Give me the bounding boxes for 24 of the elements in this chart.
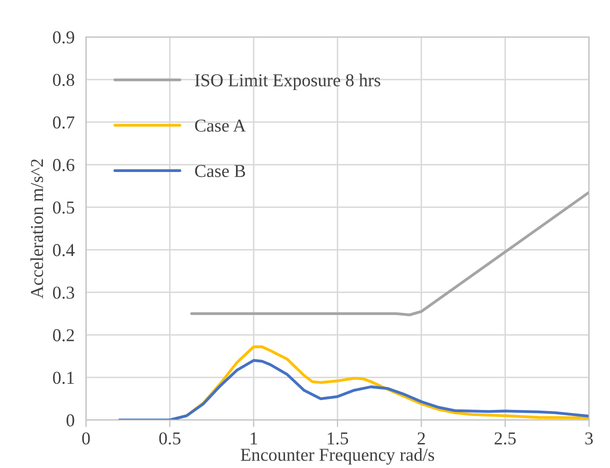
line-series [118,359,589,420]
x-tick-label: 2.5 [494,432,516,445]
legend-label: Case B [195,164,246,178]
x-tick-label: 1 [250,432,258,444]
x-tick-label: 0 [82,432,90,445]
line-series [190,190,589,316]
y-tick-label: 0.5 [53,201,74,214]
x-tick-label: 2 [418,432,425,444]
y-tick-label: 0.2 [53,329,74,342]
y-tick-label: 0.8 [53,74,74,86]
y-tick-label: 0.6 [53,158,74,172]
y-tick-label: 0.4 [53,244,75,256]
x-tick-label: 0.5 [159,432,180,445]
legend-label: Case A [195,120,246,132]
y-tick-label: 0.7 [53,116,74,129]
x-axis-title: Encounter Frequency rad/s [240,448,434,465]
x-tick-label: 1.5 [328,432,348,445]
x-tick-label: 3 [585,432,593,445]
y-tick-label: 0.1 [53,372,74,384]
y-tick-label: 0.9 [53,31,74,44]
y-tick-label: 0.3 [53,286,74,299]
y-axis-title: Acceleration m/s^2 [30,159,44,298]
legend-label: ISO Limit Exposure 8 hrs [194,74,380,90]
y-tick-label: 0 [66,414,74,426]
